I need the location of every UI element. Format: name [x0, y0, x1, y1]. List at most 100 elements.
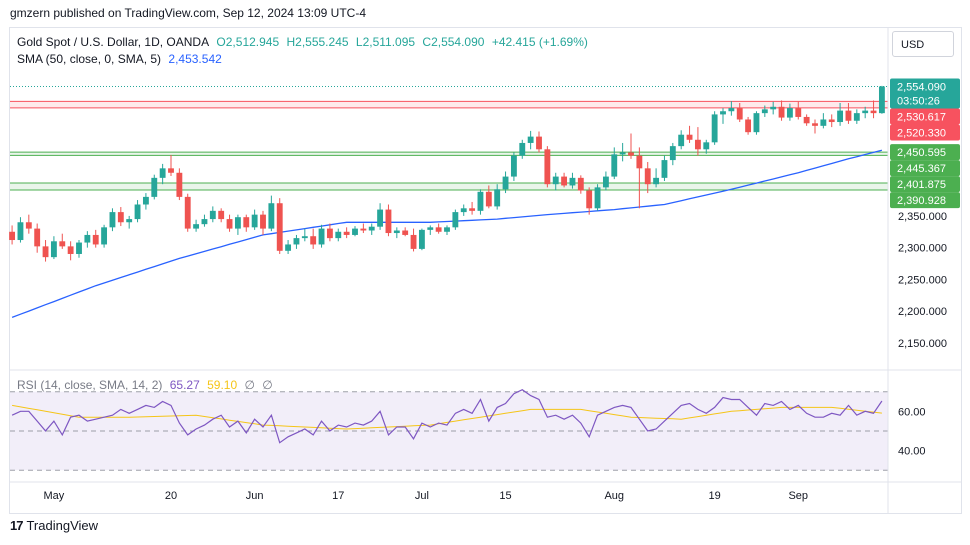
price-pane [9, 85, 888, 319]
candle-body [694, 139, 701, 150]
sma-value: 2,453.542 [168, 52, 222, 66]
time-tick-label: Jul [415, 490, 429, 502]
candle-body [636, 155, 643, 169]
candle-67 [569, 172, 576, 189]
candle-body [711, 114, 718, 143]
price-badge-text: 2,530.617 [897, 111, 946, 123]
candle-body [477, 191, 484, 211]
candle-body [310, 236, 317, 245]
candle-41 [352, 226, 358, 237]
candle-45 [385, 204, 392, 237]
candle-46 [393, 227, 400, 239]
candle-body [661, 160, 668, 178]
candle-body [142, 196, 149, 205]
candle-body [736, 108, 743, 120]
candle-35 [301, 228, 308, 242]
candle-19 [168, 155, 174, 176]
candle-30 [260, 210, 266, 235]
candle-91 [770, 101, 777, 115]
candle-body [159, 168, 166, 178]
time-tick-label: 15 [499, 490, 511, 502]
candle-body [427, 227, 434, 230]
candle-2 [25, 214, 32, 234]
candle-body [151, 177, 158, 197]
candle-93 [786, 103, 793, 121]
candle-body [368, 226, 375, 231]
candle-body [42, 246, 49, 258]
rsi-legend[interactable]: RSI (14, close, SMA, 14, 2) 65.27 59.10 … [17, 378, 273, 392]
zone-1 [10, 152, 888, 156]
currency-button[interactable]: USD [892, 31, 954, 57]
candle-body [67, 246, 74, 254]
candle-body [117, 212, 124, 223]
candle-16 [142, 193, 149, 210]
candle-73 [619, 142, 626, 162]
candle-body [435, 227, 442, 232]
candle-body [502, 176, 509, 190]
candle-48 [410, 228, 417, 252]
candle-body [276, 203, 283, 251]
high-value: H2,555.245 [286, 35, 349, 49]
rsi-sma-line [12, 404, 882, 430]
symbol-title[interactable]: Gold Spot / U.S. Dollar, 1D, OANDA [17, 35, 210, 49]
candle-body [628, 152, 634, 156]
candle-3 [34, 223, 41, 253]
candle-body [569, 177, 576, 186]
candle-body [343, 231, 350, 235]
candle-66 [561, 172, 568, 188]
candle-78 [661, 155, 668, 182]
candle-17 [151, 174, 158, 200]
candle-34 [293, 234, 300, 249]
candle-24 [209, 206, 216, 223]
change-value: +42.415 (+1.69%) [491, 35, 588, 49]
candle-body [393, 230, 400, 234]
sma-legend[interactable]: SMA (50, close, 0, SMA, 5) 2,453.542 [17, 52, 222, 66]
candle-71 [602, 171, 609, 191]
candle-body [34, 228, 41, 247]
chart-frame [9, 27, 962, 514]
price-badge-3 [890, 144, 960, 161]
candle-body [260, 214, 266, 229]
price-badge-text: 2,401.875 [897, 179, 946, 191]
candle-body [753, 113, 760, 133]
sma50-line [11, 149, 883, 319]
candle-body [101, 227, 108, 245]
candle-32 [276, 198, 283, 254]
candle-body [184, 196, 191, 229]
candle-104 [878, 85, 885, 114]
candle-body [385, 209, 392, 234]
price-tick-label: 2,250.000 [898, 274, 947, 286]
candle-38 [326, 223, 333, 242]
candle-body [577, 177, 584, 191]
candle-49 [418, 228, 425, 251]
candle-21 [184, 193, 191, 232]
time-tick-label: Jun [246, 490, 264, 502]
candle-body [335, 231, 342, 239]
candle-body [168, 168, 174, 173]
time-tick-label: Aug [604, 490, 624, 502]
candle-62 [527, 130, 534, 150]
candle-body [485, 191, 492, 207]
candle-56 [477, 189, 484, 215]
candle-body [109, 212, 116, 228]
candle-6 [59, 233, 66, 249]
candle-95 [803, 114, 810, 126]
price-badge-text: 2,390.928 [897, 195, 946, 207]
candle-77 [653, 168, 660, 188]
candle-body [193, 224, 200, 229]
rsi-line [11, 389, 883, 444]
candle-body [318, 228, 325, 245]
price-badge-0 [890, 78, 960, 109]
candle-90 [761, 105, 768, 117]
price-badge-text: 2,554.090 [897, 81, 946, 93]
candle-body [795, 108, 802, 117]
candle-body [561, 176, 568, 186]
candle-body [778, 106, 785, 118]
candle-body [201, 219, 208, 225]
candle-52 [444, 225, 450, 235]
candle-54 [460, 204, 467, 216]
candle-86 [728, 101, 735, 116]
candle-body [243, 217, 250, 228]
rsi-value: 65.27 [169, 378, 200, 392]
